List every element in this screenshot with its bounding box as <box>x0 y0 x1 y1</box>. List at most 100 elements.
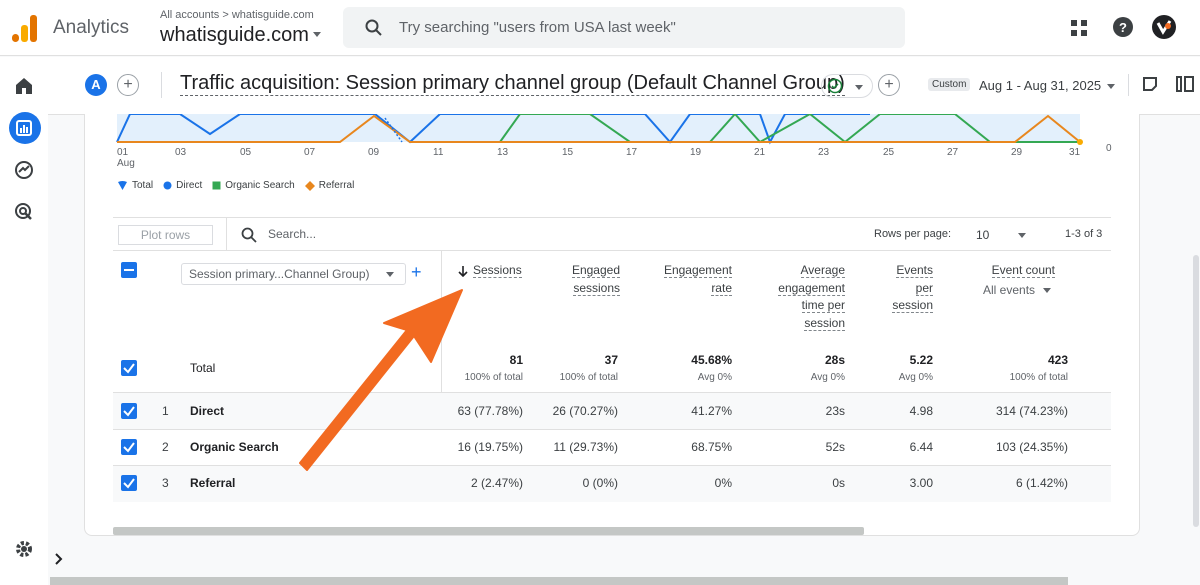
account-breadcrumb[interactable]: All accounts > whatisguide.com <box>160 9 314 21</box>
page-vertical-scrollbar[interactable] <box>1193 255 1199 527</box>
table-search-input[interactable]: Search... <box>268 227 317 241</box>
explore-icon[interactable] <box>12 158 36 182</box>
analytics-logo-icon[interactable] <box>12 14 38 42</box>
cell-engaged: 26 (70.27%) <box>552 404 618 418</box>
row-number: 1 <box>162 404 169 418</box>
dimension-caret-icon[interactable] <box>386 272 394 277</box>
legend-referral[interactable]: Referral <box>304 180 355 191</box>
reports-icon[interactable] <box>12 116 36 140</box>
plot-rows-button[interactable]: Plot rows <box>118 225 213 245</box>
header-engaged-sessions[interactable]: Engaged sessions <box>571 263 620 296</box>
account-caret-icon[interactable] <box>313 32 321 37</box>
cell-avg-time: 0s <box>832 476 845 490</box>
total-event-count-sub: 100% of total <box>1009 372 1068 383</box>
table-horizontal-scrollbar[interactable] <box>113 527 864 535</box>
row-number: 3 <box>162 476 169 490</box>
add-filter-button[interactable]: + <box>878 74 900 96</box>
legend-direct[interactable]: Direct <box>163 180 202 191</box>
svg-text:?: ? <box>1119 20 1127 35</box>
pagination-range: 1-3 of 3 <box>1065 228 1103 240</box>
add-dimension-plus-icon[interactable]: + <box>411 262 422 282</box>
advertising-icon[interactable] <box>12 200 36 224</box>
header-event-count[interactable]: Event count <box>991 263 1055 278</box>
x-tick: 29 <box>1011 147 1023 158</box>
home-icon[interactable] <box>12 74 36 98</box>
x-tick: 23 <box>818 147 830 158</box>
total-label: Total <box>190 361 216 375</box>
legend-label: Total <box>132 180 154 191</box>
comparison-avatar[interactable]: A <box>85 74 107 96</box>
add-comparison-button[interactable]: + <box>117 74 139 96</box>
total-engaged-sub: 100% of total <box>559 372 618 383</box>
x-tick: 11 <box>433 147 444 158</box>
row-channel-name: Direct <box>190 404 225 418</box>
row-checkbox-organic[interactable] <box>121 439 137 455</box>
x-tick: 13 <box>497 147 509 158</box>
row-divider <box>113 465 1111 466</box>
event-filter-dropdown[interactable]: All events <box>983 283 1052 297</box>
compare-columns-icon[interactable] <box>1176 76 1194 92</box>
rows-per-page-select[interactable]: 10 <box>976 228 990 242</box>
date-range-picker[interactable]: Aug 1 - Aug 31, 2025 <box>979 78 1102 93</box>
header-sessions[interactable]: Sessions <box>473 263 522 278</box>
table-row-organic[interactable] <box>113 430 1111 466</box>
legend-organic-search[interactable]: Organic Search <box>212 180 295 191</box>
app-title: Analytics <box>53 17 130 38</box>
total-avg-time-sub: Avg 0% <box>810 372 845 383</box>
total-events-per-session-sub: Avg 0% <box>898 372 933 383</box>
cell-engaged: 11 (29.73%) <box>553 440 618 454</box>
circle-marker-icon <box>163 181 172 190</box>
total-sessions: 81 <box>509 353 523 367</box>
header-avg-engagement-time[interactable]: Average engagement time per session <box>778 263 845 331</box>
row-checkbox-referral[interactable] <box>121 475 137 491</box>
header-events-per-session[interactable]: Events per session <box>892 263 933 313</box>
x-tick: 27 <box>947 147 959 158</box>
total-avg-time: 28s <box>824 353 845 367</box>
x-tick: 31 <box>1069 147 1081 158</box>
chart-series-total-dashed <box>384 117 403 143</box>
cell-event-count: 6 (1.42%) <box>1015 476 1068 490</box>
cell-events-per-session: 3.00 <box>909 476 933 490</box>
rows-per-page-caret-icon[interactable] <box>1018 233 1026 238</box>
x-tick: 19 <box>690 147 702 158</box>
apps-grid-icon[interactable] <box>1071 20 1087 36</box>
select-all-checkbox[interactable] <box>121 262 137 278</box>
total-events-per-session: 5.22 <box>909 353 933 367</box>
report-status-dropdown[interactable] <box>821 74 873 98</box>
x-tick: 07 <box>304 147 316 158</box>
chevron-down-icon <box>855 85 863 90</box>
legend-label: Organic Search <box>225 180 295 191</box>
dimension-select-label: Session primary...Channel Group) <box>189 267 370 281</box>
date-range-caret-icon[interactable] <box>1107 84 1115 89</box>
dimension-select[interactable]: Session primary...Channel Group) <box>181 263 406 285</box>
total-engaged: 37 <box>604 353 618 367</box>
total-engagement-rate: 45.68% <box>691 353 732 367</box>
table-row-direct[interactable] <box>113 393 1111 429</box>
x-tick: 09 <box>368 147 380 158</box>
chart-last-point-marker <box>1077 139 1083 145</box>
legend-total[interactable]: Total <box>117 180 153 191</box>
cell-event-count: 103 (24.35%) <box>995 440 1068 454</box>
table-row-referral[interactable] <box>113 466 1111 502</box>
x-tick: 01 <box>117 147 129 158</box>
help-icon[interactable]: ? <box>1113 17 1133 37</box>
side-navigation <box>0 57 48 585</box>
search-placeholder: Try searching "users from USA last week" <box>399 19 676 36</box>
expand-nav-chevron-icon[interactable] <box>48 546 70 572</box>
cell-engaged: 0 (0%) <box>582 476 618 490</box>
account-name[interactable]: whatisguide.com <box>160 24 309 46</box>
x-tick: 21 <box>754 147 766 158</box>
header-engagement-rate[interactable]: Engagement rate <box>663 263 732 296</box>
total-row-checkbox[interactable] <box>121 360 137 376</box>
admin-gear-icon[interactable] <box>12 537 36 561</box>
user-avatar[interactable] <box>1152 15 1176 39</box>
search-bar[interactable]: Try searching "users from USA last week" <box>343 7 905 48</box>
row-checkbox-direct[interactable] <box>121 403 137 419</box>
cell-avg-time: 23s <box>825 404 845 418</box>
share-report-icon[interactable] <box>1142 76 1158 92</box>
total-drop-icon <box>118 181 127 190</box>
cell-sessions: 2 (2.47%) <box>470 476 523 490</box>
sort-arrow-down-icon[interactable] <box>457 265 469 277</box>
page-horizontal-scrollbar[interactable] <box>50 577 1068 585</box>
legend-label: Referral <box>318 180 355 191</box>
